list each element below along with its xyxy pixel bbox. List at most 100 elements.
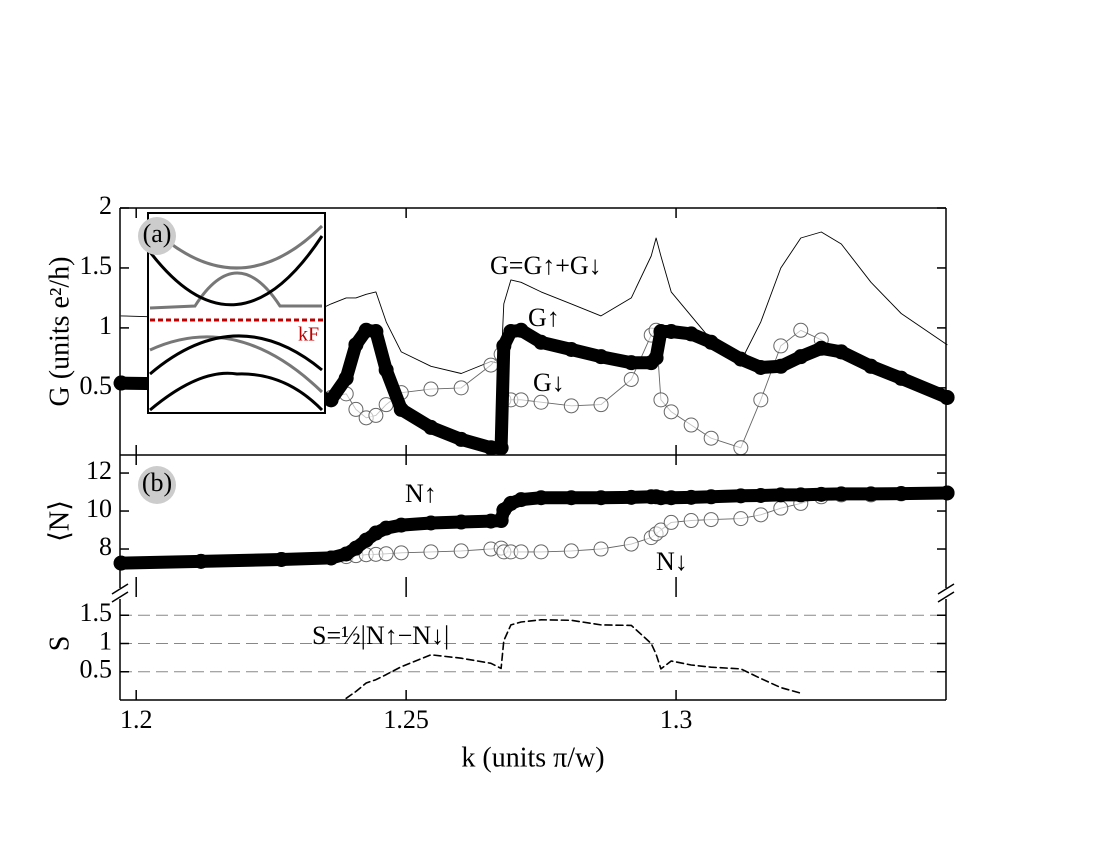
data-point <box>813 340 829 356</box>
data-point <box>453 431 469 447</box>
data-point <box>368 324 384 339</box>
data-point <box>453 380 469 396</box>
data-point <box>703 430 719 446</box>
y-tick-label: 0.5 <box>80 371 113 400</box>
data-point <box>703 489 719 505</box>
data-point <box>453 514 469 530</box>
data-point <box>793 487 809 503</box>
data-point <box>648 350 664 366</box>
data-point <box>833 344 849 360</box>
data-point <box>683 417 699 433</box>
data-point <box>423 381 439 397</box>
data-point <box>483 357 499 373</box>
y-axis-label: G (units e²/h) <box>44 257 75 407</box>
series-line <box>120 231 948 374</box>
panel-label: (b) <box>142 468 172 497</box>
data-point <box>393 517 409 533</box>
series-label: G=G↑+G↓ <box>490 251 602 280</box>
data-point <box>323 392 339 408</box>
data-point <box>833 486 849 502</box>
axis-break <box>111 591 129 603</box>
data-point <box>273 551 289 567</box>
frame <box>111 207 955 701</box>
data-point <box>513 492 529 508</box>
fermi-label: kF <box>298 324 319 346</box>
data-point <box>863 358 879 374</box>
band <box>149 335 324 394</box>
data-point <box>113 555 129 571</box>
data-point <box>793 322 809 338</box>
data-point <box>533 394 549 410</box>
data-point <box>703 512 719 528</box>
data-point <box>663 490 679 506</box>
y-tick-label: 10 <box>86 494 112 523</box>
data-point <box>773 358 789 374</box>
data-point <box>378 546 394 562</box>
data-point <box>793 349 809 365</box>
data-point <box>683 326 699 342</box>
data-point <box>348 540 364 556</box>
data-point <box>733 511 749 527</box>
x-tick-label: 1.3 <box>660 705 693 734</box>
y-axis-label: S <box>44 636 75 652</box>
data-point <box>683 513 699 529</box>
y-tick-label: 2 <box>99 191 112 220</box>
data-point <box>663 404 679 420</box>
series-label: G↑ <box>528 303 560 332</box>
data-point <box>533 544 549 560</box>
data-point <box>939 389 955 405</box>
data-point <box>563 490 579 506</box>
panel-label: (a) <box>143 219 172 248</box>
data-point <box>733 351 749 367</box>
data-point <box>533 490 549 506</box>
data-point <box>939 485 955 501</box>
y-tick-label: 12 <box>86 456 112 485</box>
band <box>149 271 322 310</box>
data-point <box>513 322 529 338</box>
data-point <box>753 392 769 408</box>
data-point <box>593 541 609 557</box>
data-point <box>453 543 469 559</box>
data-point <box>653 522 669 538</box>
data-point <box>378 362 394 378</box>
data-point <box>893 370 909 386</box>
data-point <box>593 397 609 413</box>
data-point <box>663 324 679 339</box>
y-tick-label: 1 <box>99 626 112 655</box>
data-point <box>773 338 789 354</box>
series-label: N↑ <box>405 479 437 508</box>
axis-break <box>937 591 955 603</box>
data-point <box>653 392 669 408</box>
data-point <box>513 392 529 408</box>
series-label: S=½|N↑−N↓| <box>312 621 449 650</box>
data-point <box>623 355 639 371</box>
panel-badge <box>138 217 176 255</box>
data-point <box>423 544 439 560</box>
data-point <box>893 486 909 502</box>
plot-area: 0.511.52G (units e²/h) G=G↑+G↓G↓G↑81012⟨N… <box>44 191 955 734</box>
data-point <box>863 486 879 502</box>
data-point <box>348 401 364 417</box>
data-point <box>393 545 409 561</box>
data-point <box>113 375 129 391</box>
data-point <box>563 543 579 559</box>
data-point <box>773 487 789 503</box>
y-tick-label: 1.5 <box>80 598 113 627</box>
data-point <box>753 507 769 523</box>
data-point <box>563 341 579 357</box>
x-tick-label: 1.2 <box>120 705 153 734</box>
data-point <box>733 440 749 456</box>
y-tick-label: 1 <box>99 311 112 340</box>
data-point <box>703 334 719 350</box>
data-point <box>423 419 439 435</box>
y-tick-label: 0.5 <box>80 655 113 684</box>
data-point <box>348 337 364 353</box>
data-point <box>623 536 639 552</box>
inset: kF (a) <box>138 212 326 414</box>
data-point <box>533 334 549 350</box>
x-axis-label: k (units π/w) <box>461 742 604 773</box>
series-line <box>345 619 802 700</box>
data-point <box>193 553 209 569</box>
data-point <box>733 488 749 504</box>
series-label: G↓ <box>533 368 565 397</box>
